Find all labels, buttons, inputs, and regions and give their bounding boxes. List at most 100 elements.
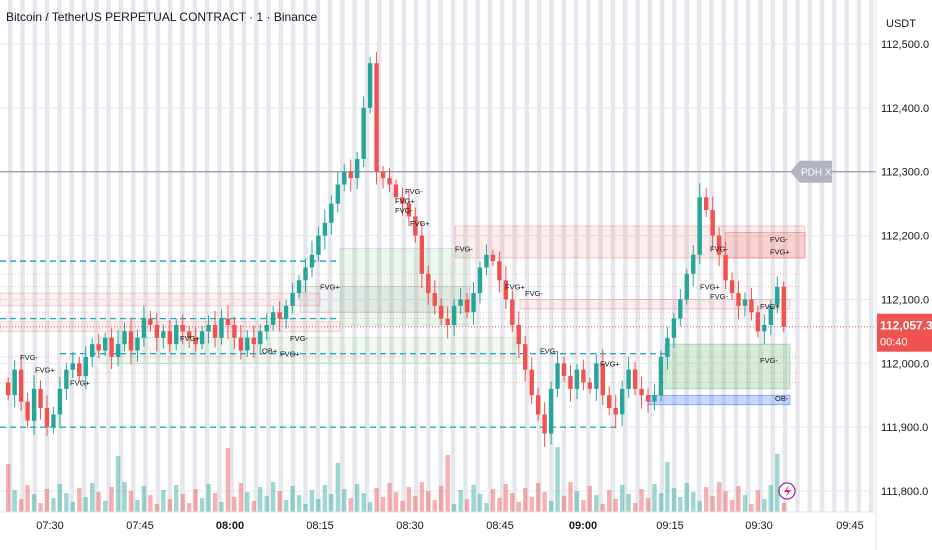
volume-bar [775, 454, 780, 512]
session-stripe [487, 0, 493, 512]
candle-body [296, 280, 302, 294]
session-stripe [844, 0, 849, 512]
price-tick-label: 112,200.0 [881, 231, 929, 243]
volume-bar [296, 495, 302, 512]
volume-bar [510, 493, 515, 512]
session-stripe [598, 0, 603, 512]
session-stripe [94, 0, 99, 512]
volume-bar [703, 487, 709, 512]
volume-bar [749, 504, 754, 512]
candle-body [90, 344, 95, 357]
volume-bar [413, 496, 418, 512]
volume-bar [393, 492, 399, 512]
volume-bar [458, 490, 463, 512]
volume-bar [619, 485, 625, 512]
volume-bar [174, 485, 179, 512]
candle-body [270, 312, 276, 325]
volume-bar [96, 492, 101, 512]
session-stripe [290, 0, 296, 512]
volume-bar [18, 499, 24, 512]
session-stripe [401, 0, 407, 512]
candle-body [574, 369, 580, 389]
volume-bar [38, 503, 43, 512]
candle-body [755, 312, 761, 332]
volume-bar [70, 502, 76, 512]
price-tag-value: 112,057.3 [880, 319, 932, 333]
volume-bar [671, 488, 677, 512]
fvg-minus-zone [724, 232, 806, 259]
volume-bar [309, 490, 315, 512]
candle-body [439, 305, 444, 319]
volume-bar [6, 464, 11, 512]
volume-bar [406, 487, 412, 512]
candle-body [303, 267, 308, 281]
volume-bar [768, 485, 774, 512]
volume-bar [581, 500, 586, 512]
volume-bar [342, 489, 347, 512]
fvg-label: FVG+ [600, 359, 620, 368]
session-stripe [610, 0, 616, 512]
candle-body [639, 388, 644, 396]
session-stripe [20, 0, 25, 512]
volume-bar [574, 491, 580, 512]
candle-body [523, 344, 528, 370]
volume-bar [380, 497, 386, 512]
countdown-timer: 00:40 [880, 337, 908, 349]
session-stripe [536, 0, 542, 512]
candle-body [484, 254, 489, 268]
session-stripe [782, 0, 788, 512]
fvg-label: FVG+ [320, 283, 340, 292]
session-stripe [819, 0, 825, 512]
fvg-label: FVG- [405, 187, 423, 196]
volume-bar [329, 494, 334, 512]
volume-bar [439, 486, 444, 512]
candle-body [232, 324, 237, 338]
ob-label: OB- [775, 394, 789, 403]
session-stripe [733, 0, 739, 512]
volume-bar [245, 492, 250, 512]
candle-body [451, 305, 457, 325]
candle-body [490, 254, 496, 262]
fvg-label: FVG- [770, 235, 788, 244]
volume-bar [632, 503, 638, 512]
volume-bar [264, 496, 269, 512]
volume-bar [90, 483, 95, 512]
fvg-label: FVG+ [760, 302, 780, 311]
volume-bar [335, 463, 341, 512]
candle-body [678, 299, 683, 319]
fvg-label: FVG- [290, 334, 308, 343]
volume-bar [736, 486, 741, 512]
volume-bar [529, 497, 534, 512]
session-stripe [549, 0, 554, 512]
fvg-label: FVG- [760, 356, 778, 365]
candle-body [70, 363, 76, 370]
volume-bar [594, 495, 599, 512]
session-stripe [672, 0, 677, 512]
price-tag [877, 313, 932, 352]
candle-body [632, 369, 638, 389]
candle-body [277, 312, 282, 319]
session-stripe [254, 0, 259, 512]
session-stripe [869, 0, 874, 512]
volume-bar [400, 501, 405, 512]
candle-body [535, 395, 541, 415]
candle-body [581, 369, 586, 383]
volume-bar [115, 456, 121, 512]
candle-body [212, 324, 218, 338]
volume-bar [64, 493, 69, 512]
volume-bar [490, 489, 496, 512]
ob-label: OB+ [262, 347, 278, 356]
volume-bar [199, 498, 205, 512]
candle-body [102, 337, 108, 351]
candle-body [400, 197, 405, 204]
volume-bar [122, 482, 127, 512]
candle-body [258, 331, 263, 345]
candle-body [122, 331, 127, 345]
volume-bar [716, 482, 722, 512]
candle-body [354, 158, 360, 179]
volume-bar [419, 482, 425, 512]
volume-bar [600, 504, 605, 512]
fvg-minus-zone [519, 299, 791, 310]
fvg-plus-zone [339, 248, 471, 326]
